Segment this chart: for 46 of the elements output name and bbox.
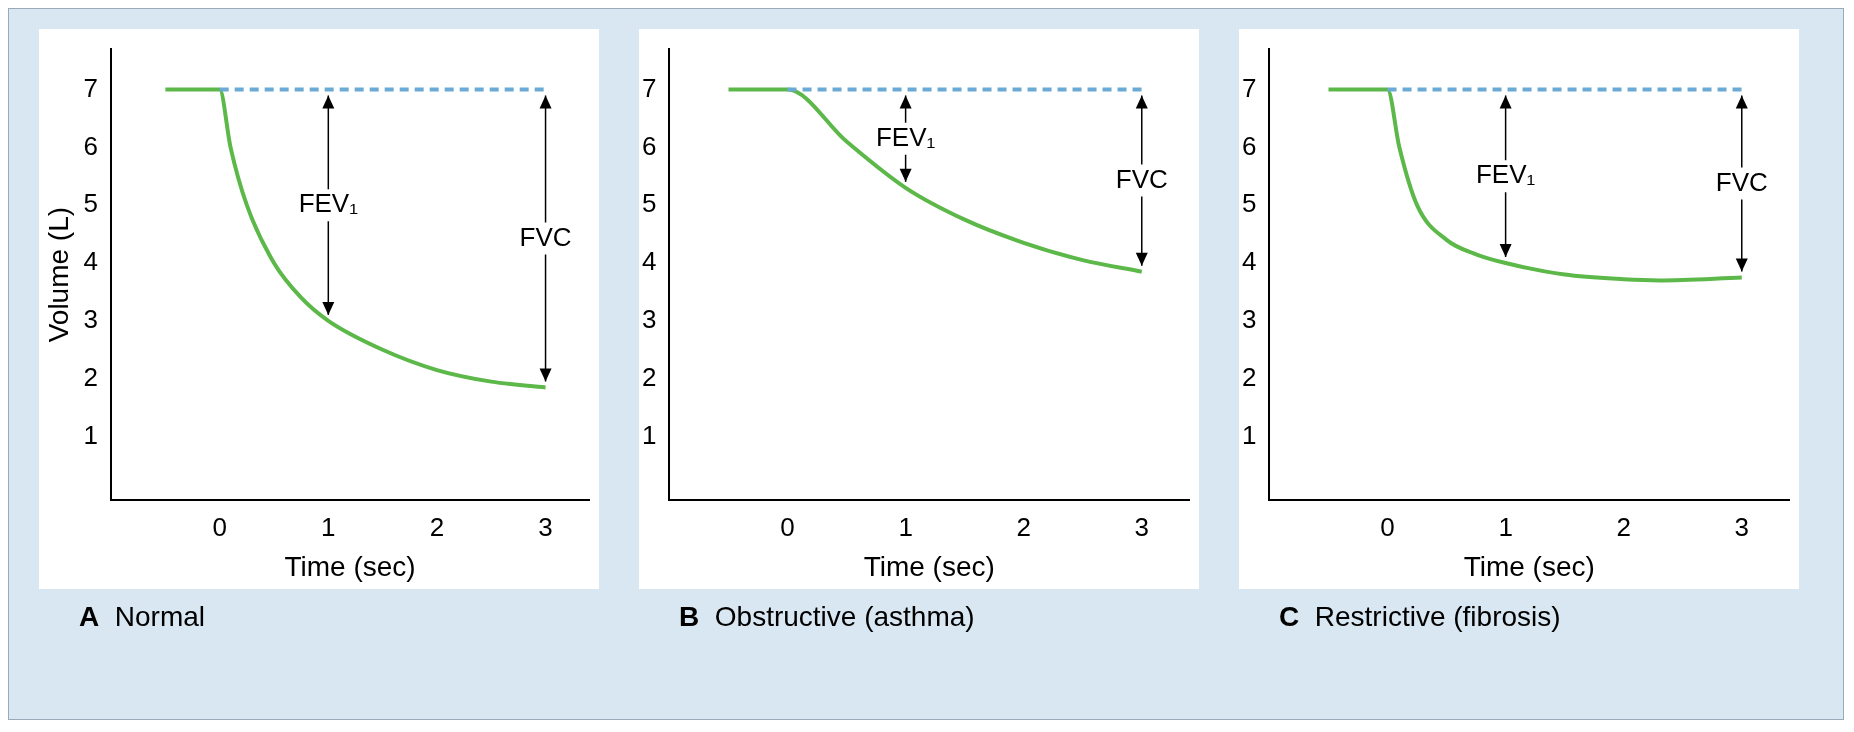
y-tick-label: 1 <box>83 419 99 450</box>
y-tick-label: 2 <box>641 361 657 392</box>
y-tick-label: 6 <box>83 130 99 161</box>
y-axis-title: Volume (L) <box>42 206 74 343</box>
y-tick-label: 1 <box>641 419 657 450</box>
x-tick-label: 2 <box>429 511 445 542</box>
x-tick-label: 0 <box>780 511 795 542</box>
y-tick-label: 4 <box>1241 246 1257 277</box>
y-tick-label: 2 <box>83 361 99 392</box>
x-tick-label: 1 <box>321 511 336 542</box>
y-tick-label: 3 <box>1241 304 1257 335</box>
x-tick-label: 0 <box>1380 511 1395 542</box>
annotation: FEV₁ <box>298 188 359 219</box>
y-tick-label: 4 <box>83 246 99 277</box>
y-tick-label: 7 <box>641 72 657 103</box>
y-tick-label: 1 <box>1241 419 1257 450</box>
y-tick-label: 3 <box>641 304 657 335</box>
y-tick-label: 5 <box>83 188 99 219</box>
annotation: FVC <box>519 221 572 252</box>
x-tick-label: 2 <box>1016 511 1031 542</box>
x-tick-label: 0 <box>212 511 227 542</box>
annotation: FVC <box>1115 163 1168 194</box>
text: A Normal <box>79 601 206 632</box>
x-tick-label: 3 <box>1734 511 1749 542</box>
x-tick-label: 3 <box>538 511 553 542</box>
text: C Restrictive (fibrosis) <box>1279 601 1561 632</box>
y-tick-label: 6 <box>641 130 657 161</box>
y-tick-label: 3 <box>83 304 99 335</box>
x-tick-label: 2 <box>1616 511 1631 542</box>
y-tick-label: 4 <box>641 246 657 277</box>
y-tick-label: 7 <box>83 72 99 103</box>
y-tick-label: 5 <box>1241 188 1257 219</box>
x-tick-label: 1 <box>898 511 913 542</box>
x-axis-title: Time (sec) <box>863 550 995 582</box>
text: B Obstructive (asthma) <box>679 601 975 632</box>
x-tick-label: 1 <box>1498 511 1513 542</box>
y-tick-label: 7 <box>1241 72 1257 103</box>
annotation: FEV₁ <box>875 121 936 152</box>
x-axis-title: Time (sec) <box>284 550 416 582</box>
annotation: FEV₁ <box>1475 159 1536 190</box>
annotation: FVC <box>1715 166 1768 197</box>
y-tick-label: 5 <box>641 188 657 219</box>
x-axis-title: Time (sec) <box>1463 550 1595 582</box>
y-tick-label: 6 <box>1241 130 1257 161</box>
y-tick-label: 2 <box>1241 361 1257 392</box>
x-tick-label: 3 <box>1134 511 1149 542</box>
